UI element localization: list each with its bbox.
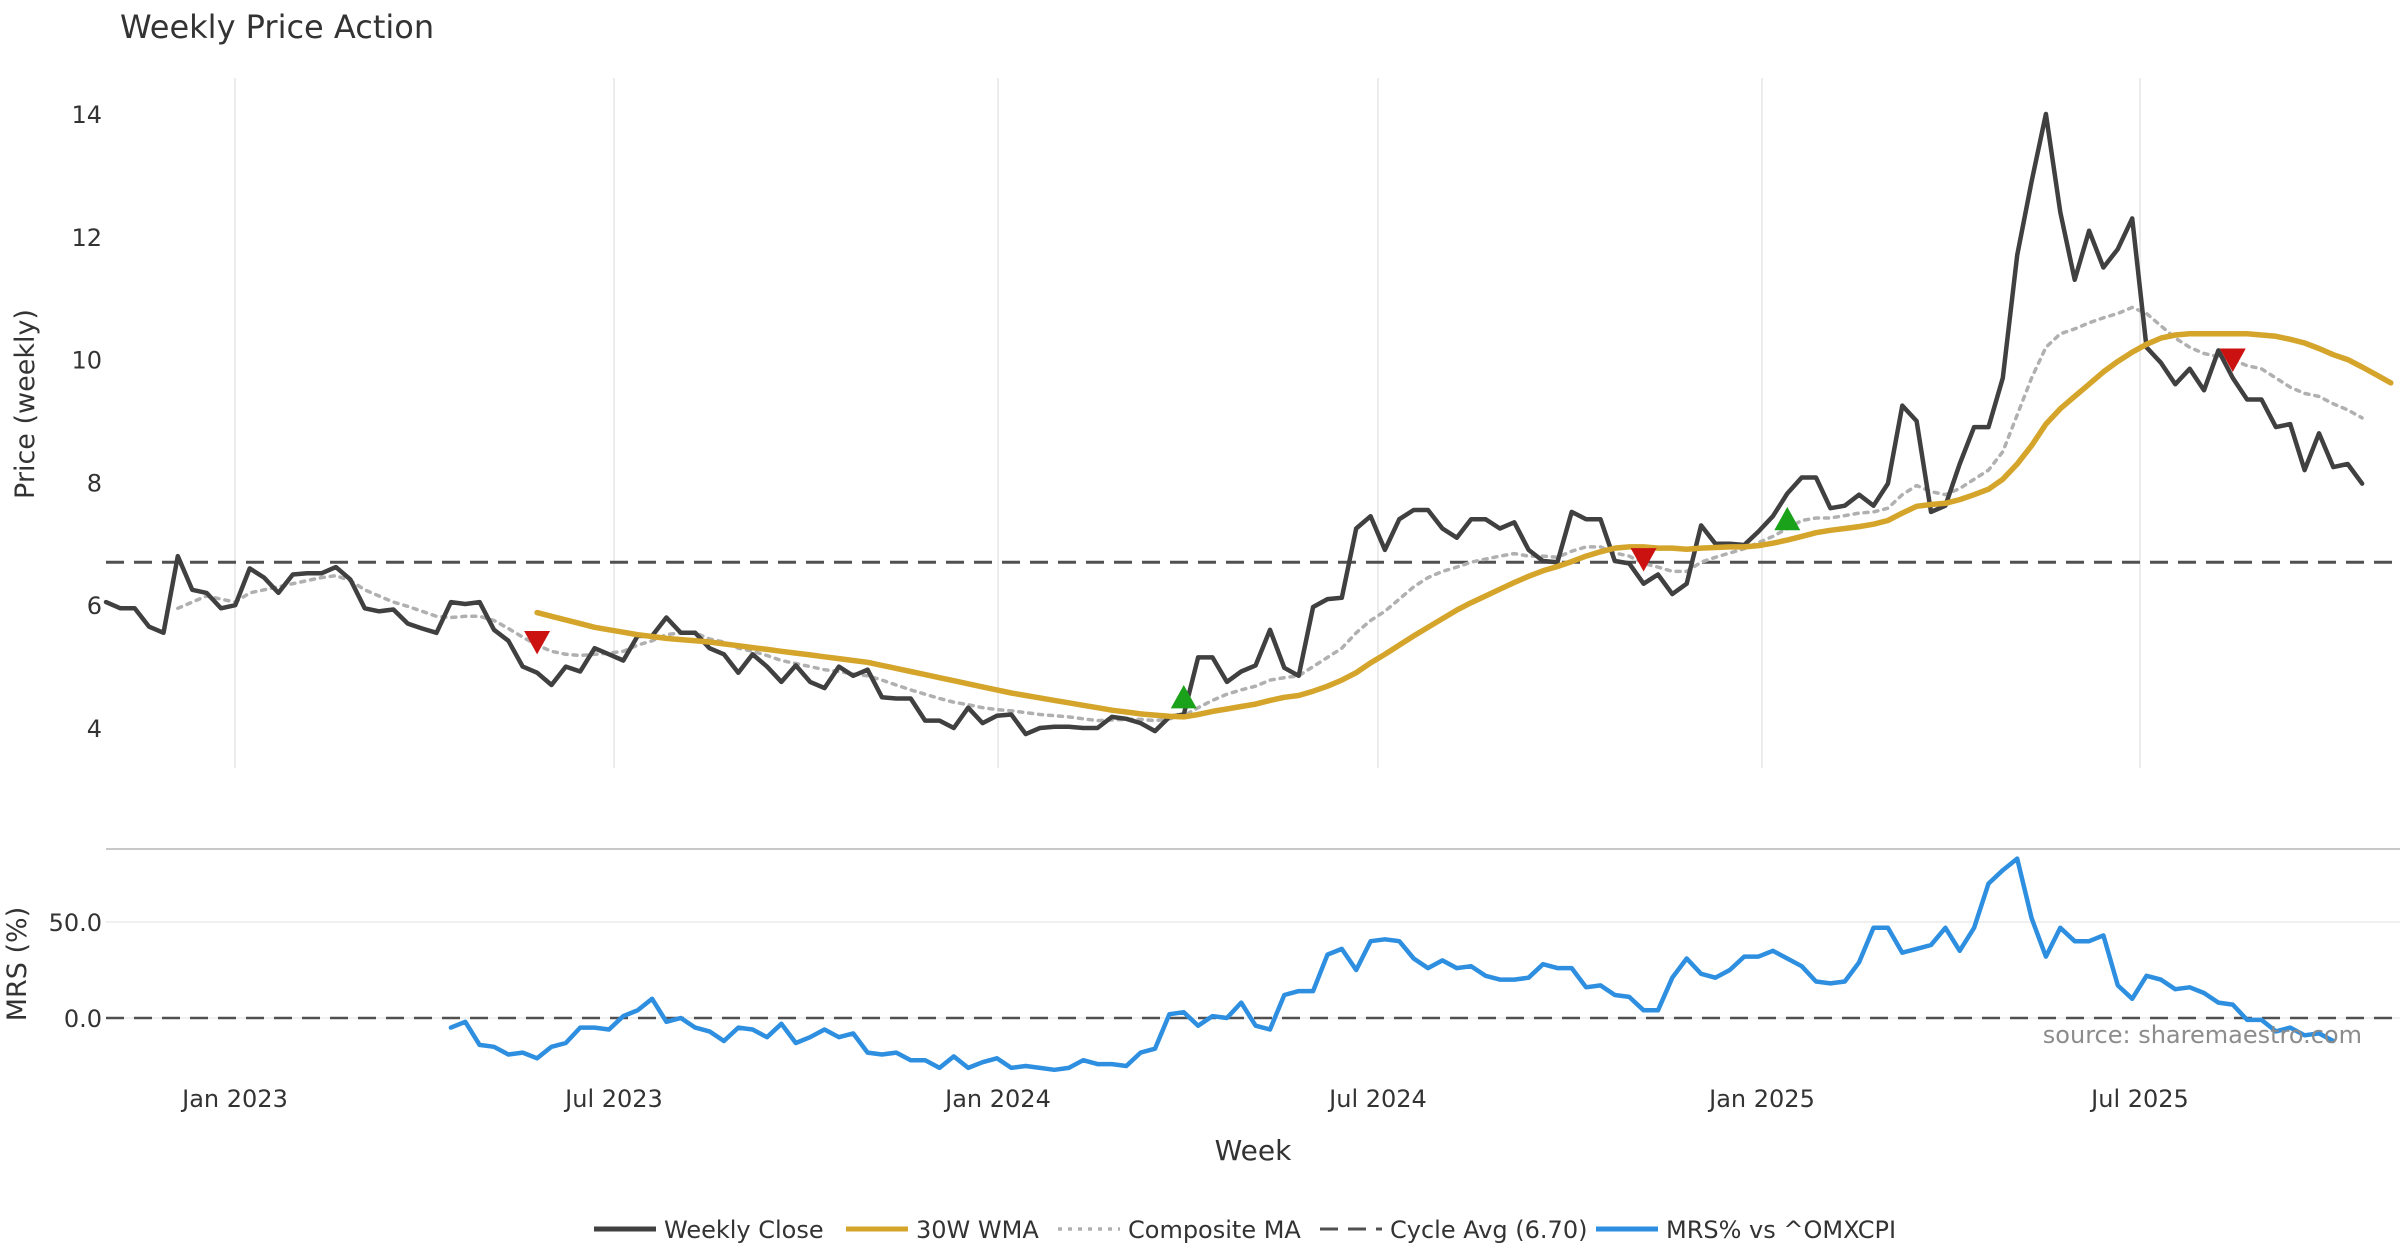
series-line-weekly-close bbox=[103, 111, 2365, 737]
series-line-composite-ma bbox=[176, 305, 2364, 723]
sell-signal-marker bbox=[524, 630, 551, 655]
series-line-30w-wma bbox=[534, 331, 2394, 720]
legend-item: 30W WMA bbox=[846, 1216, 1039, 1244]
price-y-ticks: 4 6 8 10 12 14 bbox=[71, 101, 102, 743]
x-tick-label: Jan 2024 bbox=[943, 1085, 1051, 1113]
legend-label: Weekly Close bbox=[664, 1216, 824, 1244]
y-tick-label: 10 bbox=[71, 347, 102, 375]
legend-item: Cycle Avg (6.70) bbox=[1320, 1216, 1587, 1244]
mrs-y-ticks: 0.0 50.0 bbox=[49, 909, 102, 1033]
series-line-mrs bbox=[448, 856, 2336, 1073]
chart-title: Weekly Price Action bbox=[120, 8, 434, 46]
mrs-y-axis-label: MRS (%) bbox=[2, 907, 33, 1022]
buy-signal-marker bbox=[1170, 684, 1197, 709]
buy-signal-marker bbox=[1774, 506, 1801, 531]
source-note: source: sharemaestro.com bbox=[2043, 1021, 2362, 1049]
y-tick-label: 4 bbox=[87, 715, 102, 743]
x-axis-label: Week bbox=[1215, 1134, 1292, 1167]
y-tick-label: 0.0 bbox=[64, 1005, 102, 1033]
signal-markers bbox=[524, 348, 2246, 709]
legend-label: 30W WMA bbox=[916, 1216, 1039, 1244]
price-series bbox=[103, 111, 2394, 737]
sell-signal-marker bbox=[2219, 348, 2246, 372]
y-tick-label: 50.0 bbox=[49, 909, 102, 937]
legend-label: Cycle Avg (6.70) bbox=[1390, 1216, 1587, 1244]
legend-item: Weekly Close bbox=[594, 1216, 824, 1244]
legend-label: MRS% vs ^OMXCPI bbox=[1666, 1216, 1896, 1244]
x-tick-label: Jul 2023 bbox=[563, 1085, 663, 1113]
mrs-series bbox=[448, 856, 2336, 1073]
x-ticks: Jan 2023 Jul 2023 Jan 2024 Jul 2024 Jan 2025… bbox=[180, 1085, 2189, 1113]
y-tick-label: 12 bbox=[71, 224, 102, 252]
x-tick-label: Jan 2025 bbox=[1707, 1085, 1815, 1113]
x-tick-label: Jul 2025 bbox=[2089, 1085, 2189, 1113]
legend-label: Composite MA bbox=[1128, 1216, 1301, 1244]
legend-item: Composite MA bbox=[1058, 1216, 1301, 1244]
x-tick-label: Jul 2024 bbox=[1327, 1085, 1427, 1113]
price-grid bbox=[234, 78, 2141, 768]
y-tick-label: 6 bbox=[87, 592, 102, 620]
sell-signal-marker bbox=[1630, 548, 1657, 572]
x-tick-label: Jan 2023 bbox=[180, 1085, 288, 1113]
price-y-axis-label: Price (weekly) bbox=[10, 309, 41, 499]
legend: Weekly Close 30W WMA Composite MA Cycle Avg… bbox=[594, 1216, 1896, 1244]
y-tick-label: 8 bbox=[87, 469, 102, 497]
legend-item: MRS% vs ^OMXCPI bbox=[1596, 1216, 1896, 1244]
y-tick-label: 14 bbox=[71, 101, 102, 129]
